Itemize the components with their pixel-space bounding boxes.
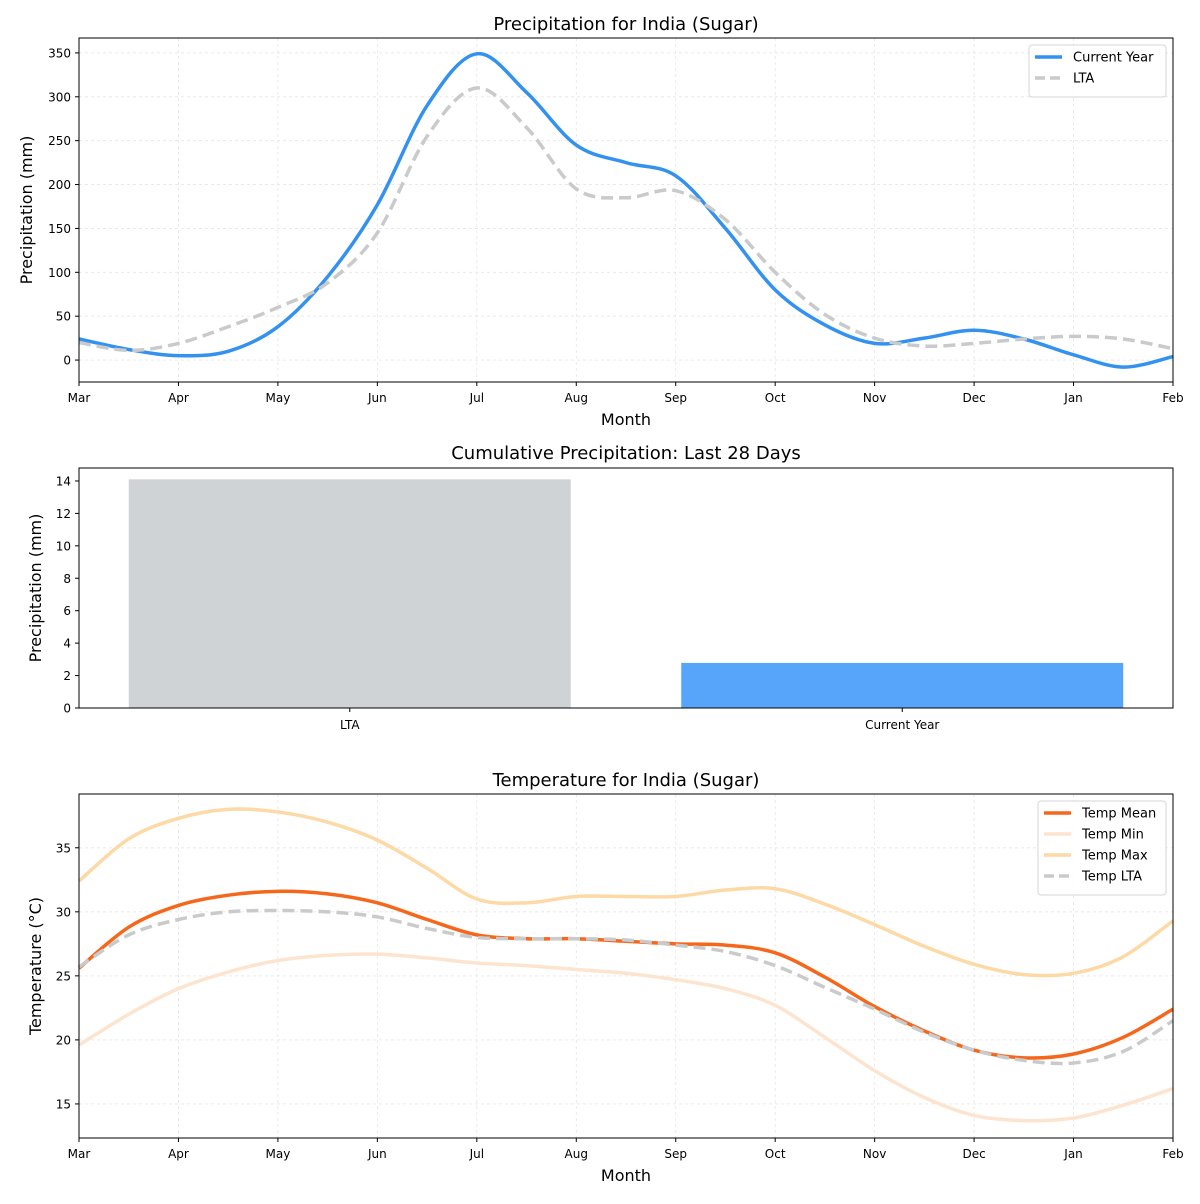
y-tick-label: 30	[56, 905, 71, 919]
x-tick-label: Jul	[469, 1147, 484, 1161]
y-tick-label: 300	[48, 90, 71, 104]
x-tick-label: Oct	[765, 391, 786, 405]
legend-box	[1037, 800, 1167, 896]
x-tick-label: Nov	[863, 391, 886, 405]
y-tick-label: 15	[56, 1097, 71, 1111]
y-axis-label: Temperature (°C)	[26, 897, 45, 1036]
series-line-lta	[78, 86, 1174, 353]
y-tick-label: 50	[56, 310, 71, 324]
chart-title: Temperature for India (Sugar)	[492, 770, 760, 791]
y-axis-label: Precipitation (mm)	[17, 136, 36, 285]
x-tick-label: Feb	[1162, 1147, 1183, 1161]
x-tick-label: Current Year	[865, 718, 939, 732]
y-tick-label: 0	[63, 354, 71, 368]
x-tick-label: Sep	[664, 391, 687, 405]
series-line-temp-lta	[78, 908, 1174, 1066]
legend-label: Temp Max	[1081, 849, 1148, 864]
x-tick-label: Aug	[565, 1147, 588, 1161]
x-axis-label: Month	[601, 1166, 651, 1185]
x-tick-label: Apr	[168, 391, 189, 405]
series-line-temp-min	[78, 952, 1174, 1123]
axes-frame	[78, 37, 1174, 383]
y-tick-label: 12	[56, 507, 71, 521]
legend-label: Temp Min	[1081, 828, 1144, 843]
x-tick-label: Apr	[168, 1147, 189, 1161]
y-axis-label: Precipitation (mm)	[26, 514, 45, 663]
x-tick-label: Mar	[68, 391, 91, 405]
x-tick-label: Oct	[765, 1147, 786, 1161]
precipitation-line-chart: Precipitation for India (Sugar) Month Pr…	[17, 14, 1184, 429]
x-tick-label: May	[266, 1147, 291, 1161]
legend-label: LTA	[1073, 72, 1094, 87]
y-tick-label: 25	[56, 969, 71, 983]
bar-lta	[128, 479, 571, 708]
x-tick-label: May	[266, 391, 291, 405]
x-tick-label: Jun	[367, 1147, 387, 1161]
x-axis-label: Month	[601, 410, 651, 429]
y-tick-label: 4	[63, 637, 71, 651]
x-tick-label: Aug	[565, 391, 588, 405]
legend-label: Temp LTA	[1081, 870, 1142, 885]
legend-label: Current Year	[1073, 51, 1154, 66]
y-tick-label: 6	[63, 604, 71, 618]
x-tick-label: Jan	[1063, 391, 1083, 405]
y-tick-label: 150	[48, 222, 71, 236]
series-line-current-year	[78, 52, 1174, 369]
y-tick-label: 14	[56, 474, 71, 488]
x-tick-label: Jul	[469, 391, 484, 405]
y-tick-label: 35	[56, 841, 71, 855]
chart-title: Cumulative Precipitation: Last 28 Days	[451, 443, 801, 464]
x-tick-label: Jan	[1063, 1147, 1083, 1161]
chart-title: Precipitation for India (Sugar)	[493, 14, 758, 35]
x-tick-label: Mar	[68, 1147, 91, 1161]
x-tick-label: Nov	[863, 1147, 886, 1161]
bar-current-year	[681, 662, 1124, 708]
x-tick-label: Jun	[367, 391, 387, 405]
y-tick-label: 20	[56, 1033, 71, 1047]
legend-label: Temp Mean	[1081, 807, 1156, 822]
y-tick-label: 10	[56, 539, 71, 553]
y-tick-label: 100	[48, 266, 71, 280]
x-tick-label: Dec	[962, 1147, 985, 1161]
axes-frame	[78, 467, 1174, 709]
y-tick-label: 8	[63, 572, 71, 586]
x-tick-label: Dec	[962, 391, 985, 405]
legend-box	[1028, 44, 1167, 98]
series-line-temp-max	[77, 807, 1175, 978]
x-tick-label: Feb	[1162, 391, 1183, 405]
axes-frame	[78, 793, 1174, 1139]
y-tick-label: 0	[63, 702, 71, 716]
x-tick-label: Sep	[664, 1147, 687, 1161]
y-tick-label: 200	[48, 178, 71, 192]
y-tick-label: 350	[48, 46, 71, 60]
y-tick-label: 250	[48, 134, 71, 148]
cumulative-bar-chart: Cumulative Precipitation: Last 28 Days P…	[26, 443, 1174, 732]
temperature-line-chart: Temperature for India (Sugar) Month Temp…	[26, 770, 1184, 1185]
x-tick-label: LTA	[340, 718, 360, 732]
y-tick-label: 2	[63, 669, 71, 683]
